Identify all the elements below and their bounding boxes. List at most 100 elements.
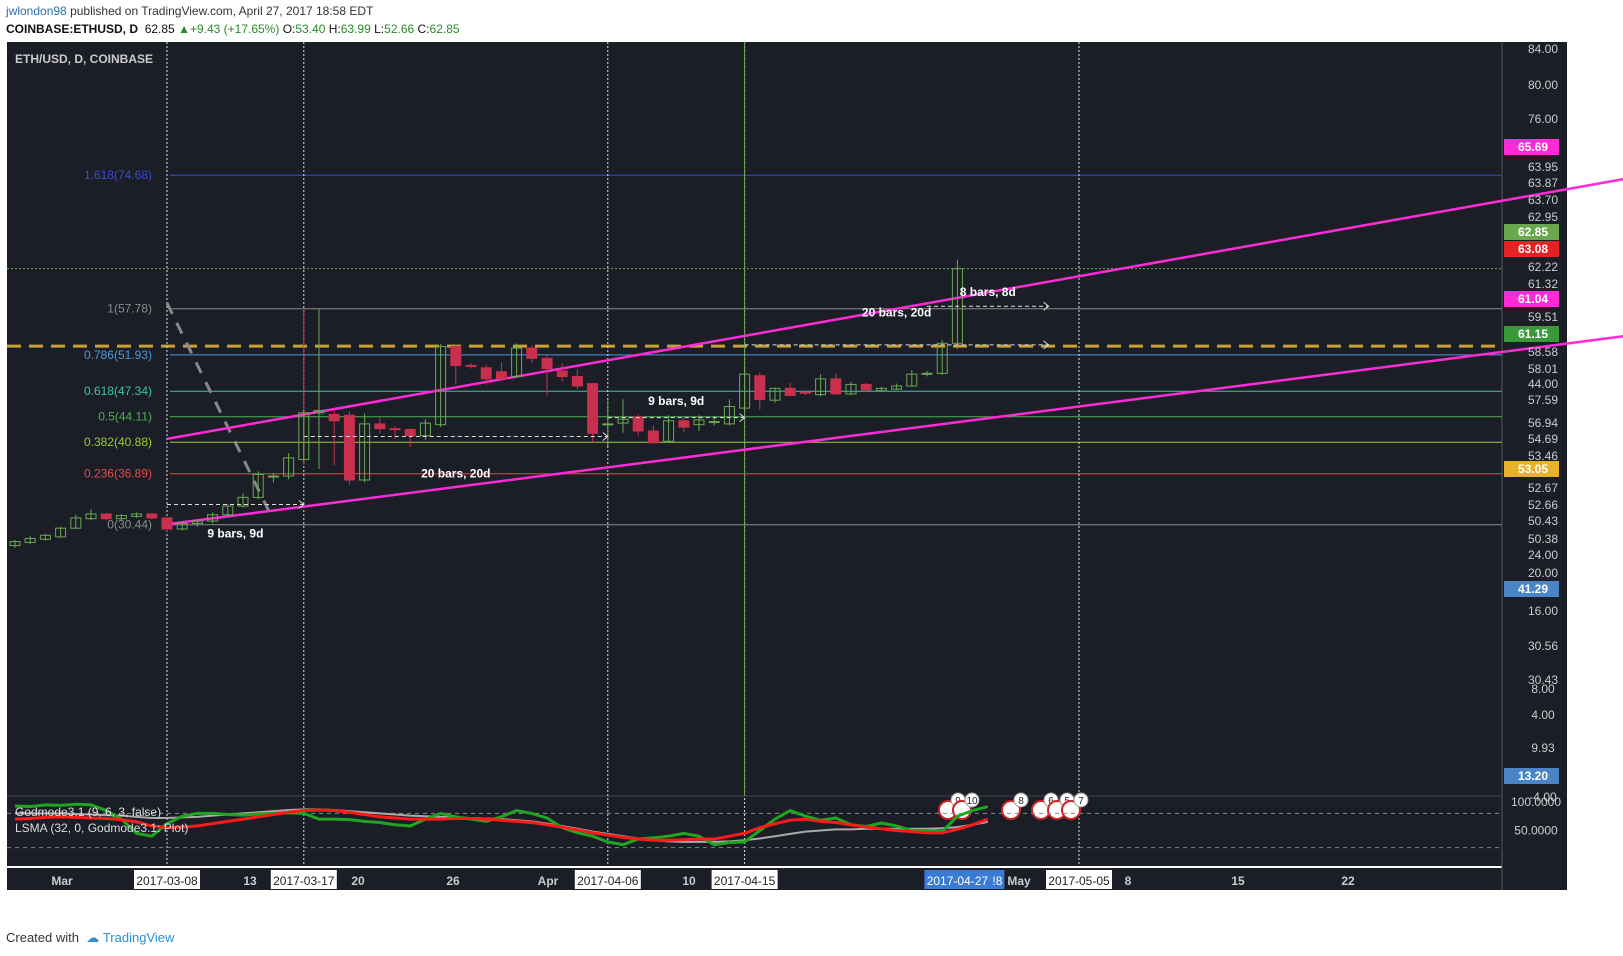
candle [799, 391, 811, 394]
created-with-text: Created with [6, 930, 79, 945]
candle [435, 345, 447, 426]
candle [921, 372, 933, 375]
indicator-y-label: 50.0000 [1514, 824, 1558, 838]
x-axis-date-badge [270, 870, 337, 889]
candle [784, 387, 796, 396]
price-badge [1504, 139, 1559, 155]
x-axis-tick-label: 26 [446, 874, 460, 888]
price-badge [1504, 291, 1559, 307]
candle [647, 430, 659, 444]
y-axis-label: 16.00 [1528, 604, 1558, 618]
candle [891, 385, 903, 390]
tradingview-link[interactable]: TradingView [102, 930, 175, 945]
y-axis-label: 58.01 [1528, 362, 1558, 376]
price-badge [1504, 768, 1559, 784]
candle [769, 387, 781, 401]
x-axis-date-label: 2017-05-05 [1048, 874, 1110, 888]
event-badge-count: 7 [1078, 796, 1084, 807]
bar-range-label: 9 bars, 9d [648, 394, 704, 408]
publish-text: published on TradingView.com, April 27, … [70, 4, 374, 18]
candle [663, 420, 675, 442]
candle [708, 421, 720, 424]
candle [283, 457, 295, 477]
y-axis-label: 80.00 [1528, 78, 1558, 92]
y-axis-label: 30.43 [1528, 673, 1558, 687]
candle [374, 423, 386, 430]
x-axis-tick-label: Mar [51, 874, 73, 888]
godmode-red-line [14, 808, 989, 842]
ohlc-c-label: C: [417, 22, 430, 36]
author-link[interactable]: jwlondon98 [6, 4, 67, 18]
candle [207, 514, 219, 522]
candle [85, 513, 97, 520]
x-axis-date-suffix: !8 [992, 874, 1002, 888]
y-axis-label: 53.46 [1528, 449, 1558, 463]
event-flag-icon [1001, 800, 1021, 820]
candle [875, 387, 887, 392]
candle [830, 378, 842, 395]
y-axis-label: 54.69 [1528, 432, 1558, 446]
x-axis-tick-label: 20 [351, 874, 365, 888]
price-badge [1504, 581, 1559, 597]
ohlc-c: 62.85 [429, 22, 460, 36]
candle [389, 428, 401, 431]
y-axis-label: 63.70 [1528, 193, 1558, 207]
y-axis-label: 52.67 [1528, 481, 1558, 495]
symbol-label: COINBASE:ETHUSD, D [6, 22, 139, 36]
y-axis-label: 50.38 [1528, 532, 1558, 546]
price-badge [1504, 461, 1559, 477]
x-axis-date-label: 2017-03-17 [273, 874, 335, 888]
tradingview-logo-icon: ☁ [86, 930, 100, 945]
y-axis-label: 20.00 [1528, 566, 1558, 580]
candle [632, 416, 644, 432]
ohlc-h: 63.99 [340, 22, 371, 36]
price-badge [1504, 241, 1559, 257]
price-badge-label: 61.15 [1518, 327, 1548, 341]
fib-level-label: 0(30.44) [107, 518, 152, 532]
x-axis-date-label: 2017-03-08 [136, 874, 198, 888]
candle [936, 342, 948, 374]
ohlc-l-label: L: [374, 22, 385, 36]
fib-level-label: 1(57.78) [107, 302, 152, 316]
price-badge-label: 13.20 [1518, 769, 1548, 783]
price-badge [1504, 224, 1559, 240]
bar-range-arrow [739, 413, 746, 422]
fib-level-label: 0.786(51.93) [84, 348, 152, 362]
y-axis-label: 58.58 [1528, 345, 1558, 359]
price-badge-label: 65.69 [1518, 140, 1548, 154]
y-axis-label: 57.59 [1528, 393, 1558, 407]
bar-range-label: 20 bars, 20d [421, 467, 490, 481]
x-axis-date-badge [924, 870, 1005, 889]
price-badge-label: 61.04 [1518, 292, 1548, 306]
event-badge [964, 792, 980, 808]
price-badge-label: 41.29 [1518, 582, 1548, 596]
x-axis-date-label: 2017-04-27 [927, 874, 989, 888]
candle [115, 515, 127, 520]
y-axis-label: 24.00 [1528, 548, 1558, 562]
candle [739, 373, 751, 409]
candle [556, 370, 568, 378]
y-axis-label: 52.66 [1528, 498, 1558, 512]
candle [222, 505, 234, 516]
y-axis-label: 84.00 [1528, 42, 1558, 56]
y-axis-label: 4.00 [1531, 708, 1555, 722]
candle [359, 423, 371, 481]
candle [587, 383, 599, 434]
x-axis-tick-label: Apr [538, 874, 559, 888]
candle [313, 409, 325, 414]
candle [495, 371, 507, 380]
indicator-y-label: 100.0000 [1511, 795, 1561, 809]
candle [450, 345, 462, 366]
candle [723, 406, 735, 425]
candle [754, 375, 766, 400]
y-axis-label: 9.93 [1531, 741, 1555, 755]
y-axis-label: 44.00 [1528, 377, 1558, 391]
candle [328, 413, 340, 422]
price-badge-label: 62.85 [1518, 225, 1548, 239]
candle [100, 513, 112, 520]
candle [906, 373, 918, 387]
fib-level-label: 0.382(40.88) [84, 435, 152, 449]
y-axis-label: 62.95 [1528, 210, 1558, 224]
candle [465, 364, 477, 367]
